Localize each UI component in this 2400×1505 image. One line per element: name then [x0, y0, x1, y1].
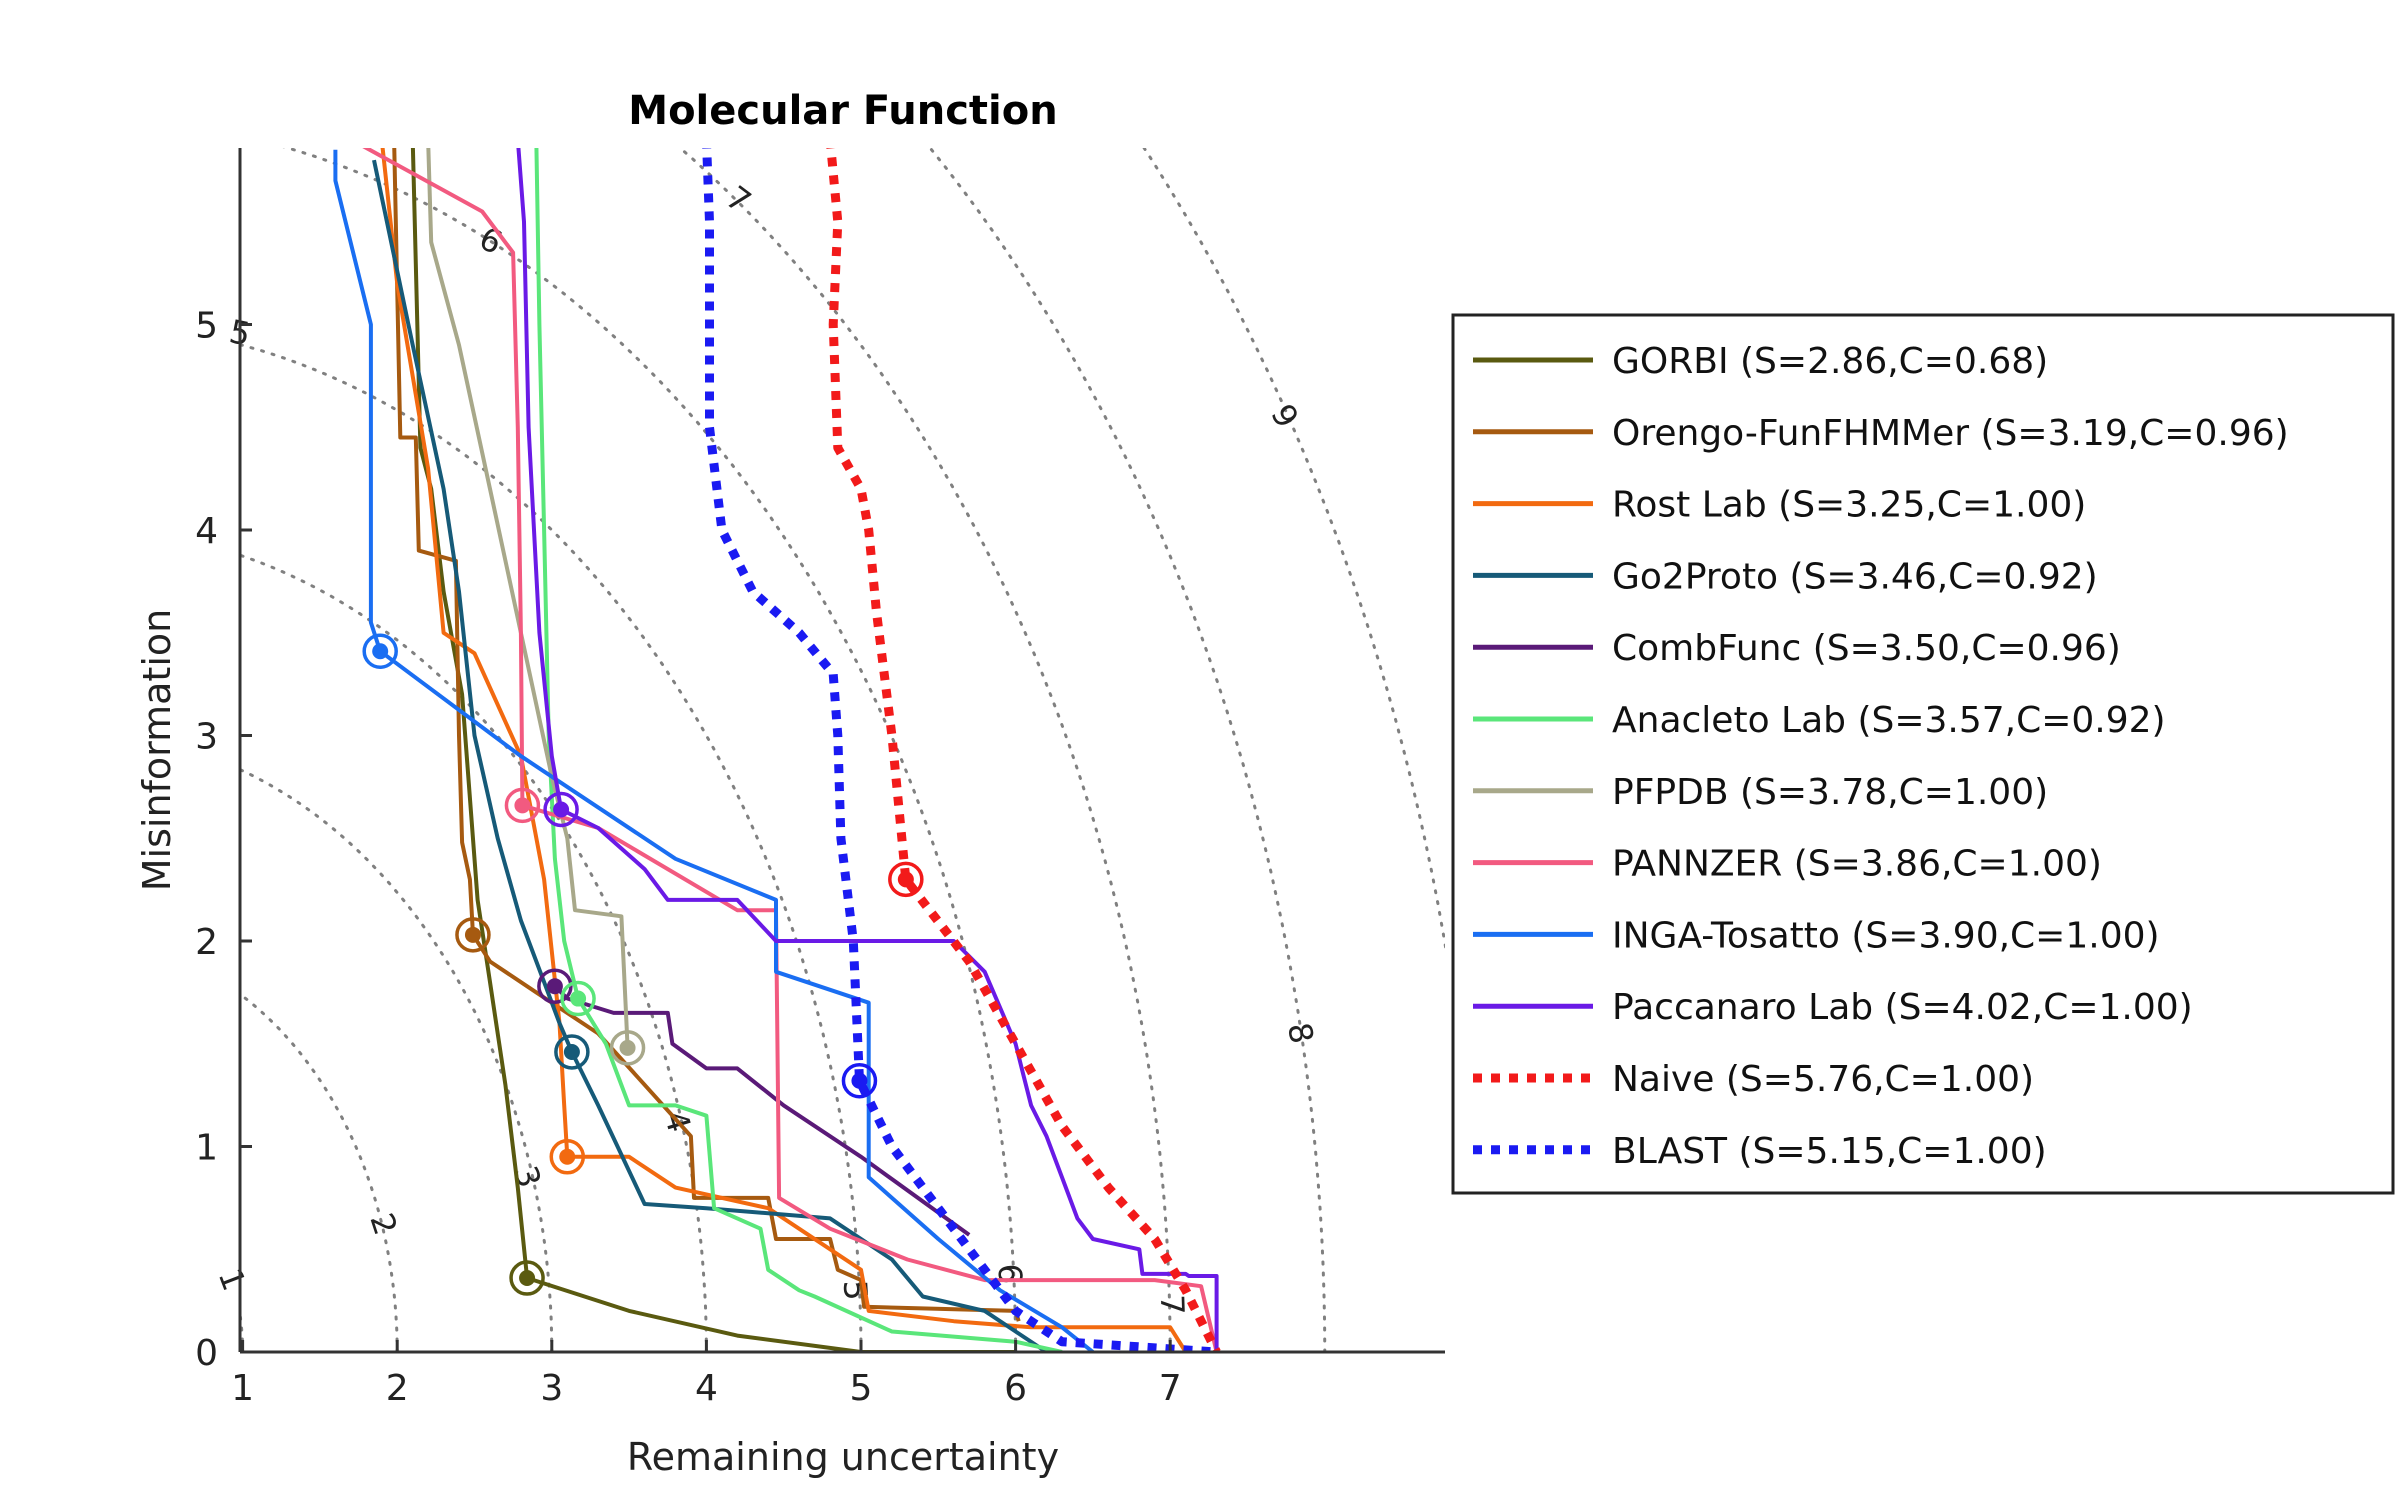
legend-label: GORBI (S=2.86,C=0.68)	[1612, 341, 2048, 382]
contour-line-9	[1142, 148, 1445, 953]
legend-box	[1451, 313, 2395, 1195]
series-marker-2	[549, 1139, 586, 1175]
x-tick-label: 6	[1004, 1368, 1027, 1409]
series-line-8	[333, 149, 1095, 1352]
legend-label: PANNZER (S=3.86,C=1.00)	[1612, 844, 2102, 885]
x-tick-label: 1	[231, 1368, 254, 1409]
series-marker-5	[560, 980, 596, 1017]
series-line-11	[702, 148, 1217, 1352]
y-tick-label: 4	[195, 511, 218, 552]
x-axis-label: Remaining uncertainty	[627, 1435, 1059, 1479]
contour-label: 9	[1263, 398, 1306, 435]
contour-label: 7	[719, 178, 758, 221]
series-marker-11	[841, 1062, 878, 1099]
contour-layer	[240, 148, 1445, 1352]
legend-item: CombFunc (S=3.50,C=0.96)	[1473, 628, 2121, 669]
legend-label: BLAST (S=5.15,C=1.00)	[1612, 1131, 2047, 1172]
contour-label: 3	[506, 1162, 548, 1192]
contour-label: 7	[1153, 1294, 1192, 1316]
contour-label: 2	[362, 1208, 404, 1239]
contour-line-7	[677, 148, 1172, 1352]
legend-item: Rost Lab (S=3.25,C=1.00)	[1473, 485, 2086, 526]
contour-line-3	[240, 767, 554, 1352]
series-line-10	[826, 148, 1221, 1352]
legend-item: PANNZER (S=3.86,C=1.00)	[1473, 844, 2102, 885]
x-tick-label: 4	[695, 1368, 718, 1409]
x-tick-label: 7	[1159, 1368, 1182, 1409]
legend-label: Rost Lab (S=3.25,C=1.00)	[1612, 485, 2086, 526]
series-line-5	[534, 148, 1063, 1352]
series-marker-4	[537, 968, 573, 1004]
legend-label: Go2Proto (S=3.46,C=0.92)	[1612, 556, 2098, 597]
series-marker-6	[609, 1030, 646, 1066]
legend-item: GORBI (S=2.86,C=0.68)	[1473, 341, 2048, 382]
contour-line-8	[928, 148, 1327, 1352]
legend-label: Anacleto Lab (S=3.57,C=0.92)	[1612, 700, 2166, 741]
contour-line-2	[240, 992, 399, 1352]
series-line-2	[380, 148, 1188, 1352]
legend-label: INGA-Tosatto (S=3.90,C=1.00)	[1612, 915, 2160, 956]
legend-items: GORBI (S=2.86,C=0.68) Orengo-FunFHMMer (S…	[1473, 341, 2289, 1172]
legend: GORBI (S=2.86,C=0.68) Orengo-FunFHMMer (S…	[1451, 313, 2395, 1195]
contour-line-6	[282, 148, 1018, 1352]
legend-label: CombFunc (S=3.50,C=0.96)	[1612, 628, 2121, 669]
y-tick-label: 1	[195, 1128, 218, 1169]
series-line-0	[410, 148, 1016, 1352]
legend-item: Naive (S=5.76,C=1.00)	[1473, 1059, 2034, 1100]
series-marker-3	[554, 1034, 590, 1070]
series-marker-9	[543, 791, 579, 828]
contour-line-1	[240, 1305, 245, 1352]
contour-label: 5	[836, 1279, 875, 1302]
x-tick-label: 5	[850, 1368, 873, 1409]
series-marker-8	[362, 633, 398, 669]
series-line-7	[362, 148, 1219, 1352]
series-marker-1	[455, 917, 491, 953]
legend-label: PFPDB (S=3.78,C=1.00)	[1612, 772, 2048, 813]
y-tick-label: 5	[195, 306, 218, 347]
series-marker-7	[504, 787, 541, 824]
contour-label: 1	[211, 1263, 254, 1296]
series-marker-0	[509, 1260, 545, 1296]
series-marker-10	[888, 861, 924, 898]
x-tick-label: 3	[540, 1368, 563, 1409]
legend-item: INGA-Tosatto (S=3.90,C=1.00)	[1473, 915, 2160, 956]
legend-label: Naive (S=5.76,C=1.00)	[1612, 1059, 2034, 1100]
legend-item: Go2Proto (S=3.46,C=0.92)	[1473, 556, 2098, 597]
legend-item: BLAST (S=5.15,C=1.00)	[1473, 1131, 2047, 1172]
chart-title: Molecular Function	[628, 88, 1057, 134]
x-tick-label: 2	[386, 1368, 409, 1409]
legend-item: Anacleto Lab (S=3.57,C=0.92)	[1473, 700, 2166, 741]
legend-label: Paccanaro Lab (S=4.02,C=1.00)	[1612, 987, 2193, 1028]
legend-item: Orengo-FunFHMMer (S=3.19,C=0.96)	[1473, 413, 2289, 454]
legend-item: PFPDB (S=3.78,C=1.00)	[1473, 772, 2048, 813]
legend-item: Paccanaro Lab (S=4.02,C=1.00)	[1473, 987, 2193, 1028]
marker-layer	[362, 633, 924, 1296]
axes-layer	[238, 148, 1445, 1354]
contour-label: 8	[1280, 1019, 1321, 1046]
y-tick-label: 3	[195, 717, 218, 758]
y-axis-label: Misinformation	[135, 609, 179, 891]
y-tick-label: 0	[195, 1333, 218, 1374]
y-tick-label: 2	[195, 922, 218, 963]
series-layer	[333, 148, 1221, 1352]
legend-label: Orengo-FunFHMMer (S=3.19,C=0.96)	[1612, 413, 2289, 454]
